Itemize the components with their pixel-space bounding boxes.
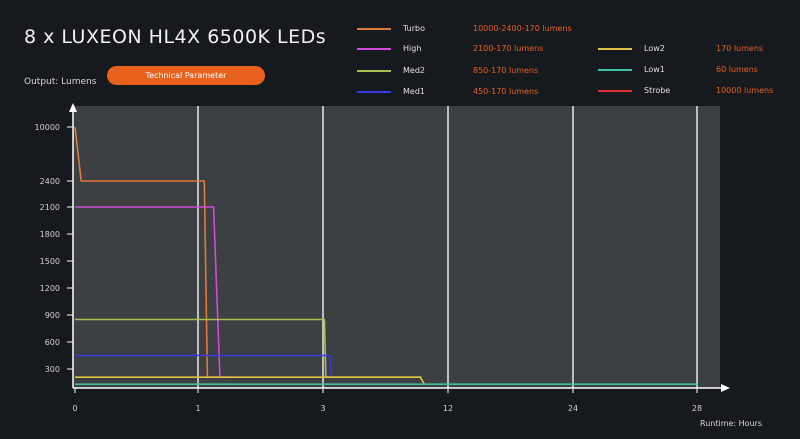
legend-swatch-med2: [357, 70, 391, 72]
y-tick-2100: 2100: [40, 203, 60, 212]
legend-name-med2: Med2: [403, 66, 425, 75]
legend-value-turbo: 10000-2400-170 lumens: [473, 24, 572, 33]
legend-value-strobe: 10000 lumens: [716, 86, 774, 95]
legend-value-low1: 60 lumens: [716, 65, 758, 74]
y-tick-1200: 1200: [40, 284, 60, 293]
y-tick-1800: 1800: [40, 230, 60, 239]
legend-swatch-low1: [598, 69, 632, 71]
x-tick-0: 0: [72, 404, 77, 413]
y-axis-arrow: [69, 103, 77, 112]
series-line-low2: [75, 376, 426, 385]
y-axis-title: Output: Lumens: [24, 77, 97, 87]
legend-name-strobe: Strobe: [644, 86, 671, 95]
legend-value-med1: 450-170 lumens: [473, 87, 539, 96]
y-tick-10000: 10000: [35, 123, 60, 132]
x-axis-arrow: [721, 384, 730, 392]
legend-swatch-strobe: [598, 90, 632, 92]
legend-value-low2: 170 lumens: [716, 44, 764, 53]
chart-title: 8 x LUXEON HL4X 6500K LEDs: [24, 26, 327, 48]
legend-name-low1: Low1: [644, 65, 665, 74]
legend-value-high: 2100-170 lumens: [473, 44, 544, 53]
legend-swatch-med1: [357, 91, 391, 93]
legend-swatch-high: [357, 48, 391, 50]
legend-name-turbo: Turbo: [403, 24, 426, 33]
x-tick-28: 28: [692, 404, 702, 413]
x-axis-title: Runtime: Hours: [700, 419, 763, 428]
y-tick-900: 900: [45, 311, 60, 320]
legend-name-med1: Med1: [403, 87, 425, 96]
x-tick-12: 12: [443, 404, 453, 413]
y-tick-1500: 1500: [40, 257, 60, 266]
x-tick-24: 24: [568, 404, 578, 413]
x-tick-1: 1: [195, 404, 200, 413]
legend-name-low2: Low2: [644, 44, 665, 53]
y-tick-600: 600: [45, 338, 60, 347]
legend-name-high: High: [403, 44, 422, 53]
plot-area: [73, 106, 720, 388]
technical-parameter-button[interactable]: Technical Parameter: [107, 66, 265, 85]
legend-swatch-low2: [598, 48, 632, 50]
legend-value-med2: 850-170 lumens: [473, 66, 539, 75]
y-tick-2400: 2400: [40, 177, 60, 186]
y-tick-300: 300: [45, 365, 60, 374]
legend-swatch-turbo: [357, 28, 391, 30]
x-tick-3: 3: [320, 404, 325, 413]
